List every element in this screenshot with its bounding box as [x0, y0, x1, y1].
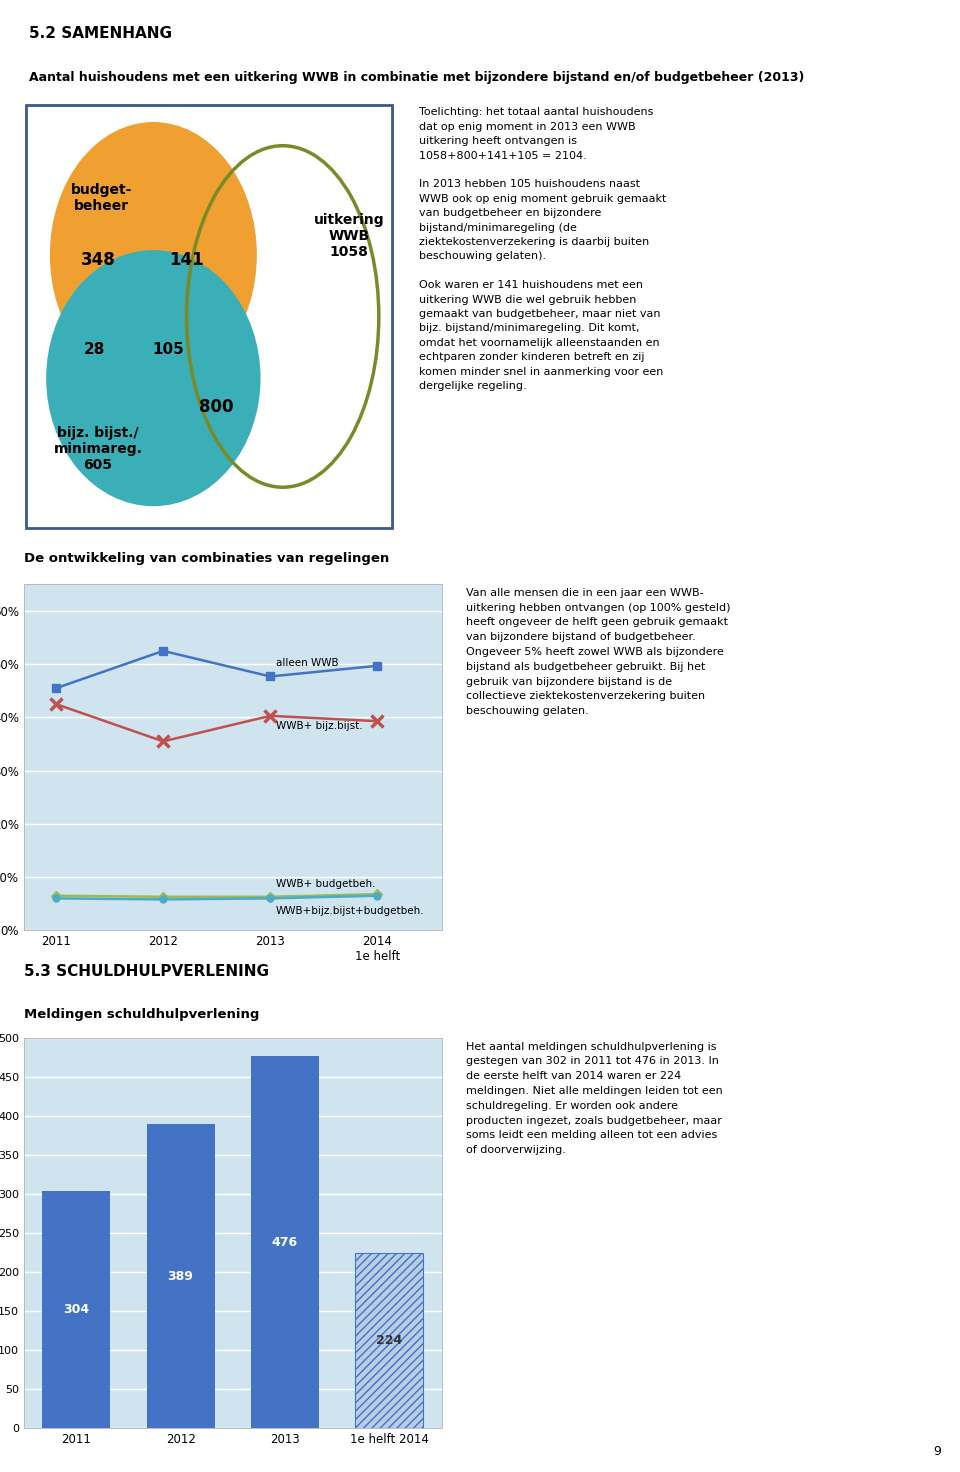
- Text: 389: 389: [168, 1269, 194, 1282]
- Text: 5.3 SCHULDHULPVERLENING: 5.3 SCHULDHULPVERLENING: [24, 964, 269, 979]
- Text: 9: 9: [933, 1446, 941, 1457]
- Ellipse shape: [50, 122, 257, 387]
- Text: WWB+ budgetbeh.: WWB+ budgetbeh.: [276, 879, 375, 889]
- Text: budget-
beheer: budget- beheer: [71, 183, 132, 213]
- Text: 800: 800: [199, 397, 233, 415]
- Text: 476: 476: [272, 1235, 298, 1248]
- Ellipse shape: [46, 250, 260, 506]
- Text: 348: 348: [81, 250, 115, 268]
- Bar: [355, 1253, 423, 1428]
- Bar: [147, 1125, 214, 1428]
- Text: Toelichting: het totaal aantal huishoudens
dat op enig moment in 2013 een WWB
ui: Toelichting: het totaal aantal huishoude…: [419, 107, 666, 392]
- Text: Meldingen schuldhulpverlening: Meldingen schuldhulpverlening: [24, 1008, 259, 1022]
- Text: 141: 141: [169, 250, 204, 268]
- Text: bijz. bijst./
minimareg.
605: bijz. bijst./ minimareg. 605: [54, 425, 142, 473]
- Text: 5.2 SAMENHANG: 5.2 SAMENHANG: [29, 25, 172, 41]
- Text: WWB+ bijz.bijst.: WWB+ bijz.bijst.: [276, 721, 362, 732]
- Text: Aantal huishoudens met een uitkering WWB in combinatie met bijzondere bijstand e: Aantal huishoudens met een uitkering WWB…: [29, 71, 804, 84]
- Text: Van alle mensen die in een jaar een WWB-
uitkering hebben ontvangen (op 100% ges: Van alle mensen die in een jaar een WWB-…: [466, 587, 731, 717]
- FancyBboxPatch shape: [26, 106, 392, 527]
- Text: uitkering
WWB
1058: uitkering WWB 1058: [314, 212, 385, 259]
- Text: 304: 304: [63, 1303, 89, 1316]
- Bar: [252, 1057, 319, 1428]
- Text: 224: 224: [376, 1334, 402, 1347]
- Text: De ontwikkeling van combinaties van regelingen: De ontwikkeling van combinaties van rege…: [24, 552, 389, 565]
- Bar: [42, 1191, 110, 1428]
- Text: WWB+bijz.bijst+budgetbeh.: WWB+bijz.bijst+budgetbeh.: [276, 907, 424, 917]
- Text: 28: 28: [84, 342, 105, 358]
- Text: alleen WWB: alleen WWB: [276, 658, 338, 668]
- Text: Het aantal meldingen schuldhulpverlening is
gestegen van 302 in 2011 tot 476 in : Het aantal meldingen schuldhulpverlening…: [466, 1042, 723, 1156]
- Text: 105: 105: [153, 342, 184, 358]
